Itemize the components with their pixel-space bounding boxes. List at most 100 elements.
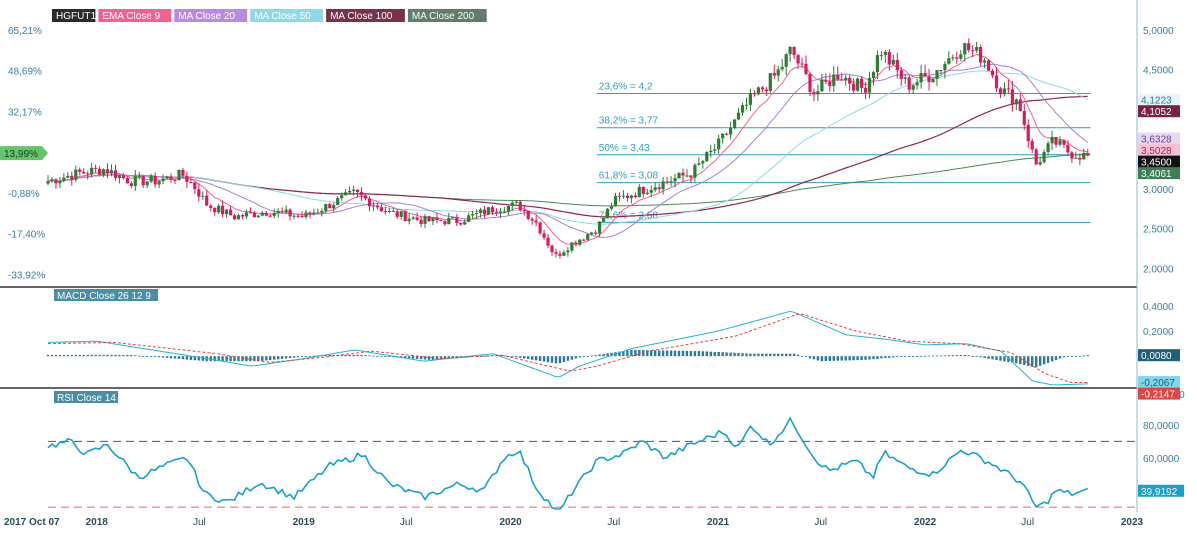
percent-change-tag-label: 13,99%: [4, 149, 38, 160]
macd-histogram-bar: [261, 356, 264, 361]
price-axis-tick: 2,0000: [1143, 264, 1174, 275]
candle-body: [455, 217, 459, 223]
macd-histogram-bar: [58, 354, 62, 357]
macd-histogram-bar: [574, 356, 577, 359]
macd-value-tag: [1138, 376, 1180, 389]
x-axis-label: Jul: [607, 517, 620, 528]
macd-histogram-bar: [221, 356, 224, 362]
candle-body: [701, 161, 705, 164]
candle-body: [46, 181, 50, 184]
macd-histogram-bar: [352, 354, 355, 357]
candle-body: [137, 175, 141, 177]
candle-body: [657, 187, 661, 190]
macd-histogram-bar: [415, 356, 419, 359]
macd-histogram-bar: [824, 356, 827, 362]
macd-histogram-bar: [896, 356, 899, 358]
price-tag-label: 4,1223: [1141, 96, 1172, 107]
macd-histogram-bar: [983, 356, 986, 358]
macd-histogram-bar: [86, 354, 89, 357]
candle-body: [963, 43, 967, 55]
macd-histogram-bar: [665, 350, 669, 357]
x-axis-label: Jul: [1021, 517, 1034, 528]
macd-histogram-bar: [280, 356, 284, 359]
macd-histogram-bar: [963, 355, 966, 357]
candle-body: [225, 209, 229, 215]
price-tag-label: 4,1052: [1141, 107, 1172, 118]
candle-body: [280, 210, 284, 212]
macd-histogram-bar: [1078, 355, 1081, 357]
macd-histogram-bar: [610, 352, 613, 357]
candle-body: [578, 239, 582, 245]
macd-histogram-bar: [138, 355, 141, 357]
macd-histogram-bar: [844, 356, 847, 361]
macd-histogram-bar: [368, 355, 371, 357]
macd-histogram-bar: [685, 350, 689, 357]
macd-histogram-bar: [1011, 356, 1014, 363]
macd-histogram-bar: [185, 356, 189, 360]
macd-histogram-bar: [860, 356, 863, 360]
macd-histogram-bar: [288, 356, 292, 359]
macd-histogram-bar: [66, 354, 69, 357]
legend: MACD Close 26 12 9 RSI Close 14 HGFUT1 EMA …: [52, 9, 487, 404]
macd-histogram-bar: [669, 350, 673, 357]
candle-body: [621, 195, 625, 197]
candle-body: [609, 206, 614, 209]
macd-histogram-bar: [1054, 356, 1058, 360]
candle-body: [332, 205, 336, 209]
legend-label: MA Close 200: [412, 11, 475, 22]
macd-histogram-bar: [713, 351, 716, 357]
macd-histogram-bar: [277, 356, 280, 360]
candle-body: [205, 195, 209, 206]
candle-body: [852, 83, 856, 91]
macd-histogram-bar: [340, 354, 343, 357]
macd-histogram-bar: [1082, 355, 1085, 357]
macd-histogram-bar: [904, 356, 907, 357]
macd-histogram-bar: [856, 356, 859, 361]
candle-body: [232, 215, 237, 220]
macd-histogram-bar: [50, 354, 54, 357]
macd-histogram-bar: [304, 356, 308, 357]
candle-body: [272, 212, 276, 216]
x-axis-label: 2017 Oct 07: [4, 517, 60, 528]
macd-histogram-bar: [816, 356, 820, 361]
macd-histogram-bar: [931, 355, 935, 357]
candle-body: [129, 183, 133, 186]
macd-histogram-bar: [757, 353, 760, 357]
macd-histogram-bar: [106, 354, 109, 357]
candle-body: [983, 60, 987, 63]
macd-histogram-bar: [884, 356, 887, 359]
macd-histogram-bar: [146, 356, 149, 357]
macd-histogram-bar: [110, 354, 113, 357]
candle-body: [411, 217, 415, 219]
macd-histogram-bar: [590, 355, 593, 357]
candle-body: [494, 212, 499, 214]
candle-body: [808, 74, 812, 92]
macd-histogram-bar: [971, 356, 974, 357]
candle-body: [717, 138, 721, 150]
macd-histogram-bar: [503, 355, 506, 357]
candle-body: [105, 169, 110, 174]
macd-histogram-bar: [781, 353, 784, 357]
candle-body: [919, 73, 923, 83]
macd-histogram-bar: [225, 356, 228, 362]
macd-histogram-bar: [407, 356, 411, 359]
macd-histogram-bar: [729, 352, 732, 357]
candle-body: [542, 233, 546, 238]
macd-histogram-bar: [1058, 356, 1062, 359]
macd-histogram-bar: [419, 356, 423, 360]
candle-body: [955, 57, 959, 59]
candle-body: [518, 201, 522, 211]
macd-histogram-bar: [868, 356, 871, 360]
macd-histogram-bar: [70, 354, 73, 357]
candle-body: [613, 195, 618, 207]
candle-body: [133, 176, 137, 186]
price-axis-tick: 2,5000: [1143, 225, 1174, 236]
macd-histogram-bar: [372, 355, 375, 357]
candle-body: [506, 206, 510, 212]
candle-body: [1042, 152, 1046, 163]
macd-histogram-bar: [273, 356, 276, 360]
macd-histogram-bar: [376, 356, 379, 357]
price-tag: [1138, 167, 1180, 180]
candle-body: [677, 172, 681, 179]
candle-body: [867, 78, 872, 93]
